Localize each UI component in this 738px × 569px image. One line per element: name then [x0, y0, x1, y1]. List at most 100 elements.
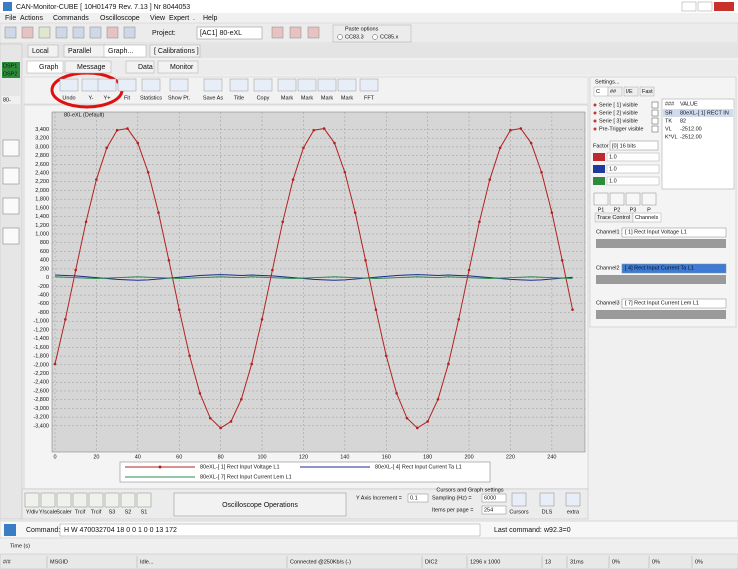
channel-select[interactable] — [621, 227, 727, 238]
subtab[interactable] — [26, 60, 64, 74]
series-line — [54, 274, 573, 281]
tool-icon[interactable] — [4, 26, 17, 39]
data-point — [540, 170, 543, 174]
subtab[interactable] — [125, 60, 155, 74]
tool-icon[interactable] — [106, 26, 119, 39]
side-button[interactable] — [2, 167, 20, 185]
side-button[interactable] — [2, 197, 20, 215]
bottom-button[interactable] — [72, 492, 88, 508]
toolbar-button[interactable] — [59, 78, 79, 92]
check-label: Serie [ 1] visible — [599, 102, 638, 108]
side-button[interactable] — [2, 227, 20, 245]
toolbar-button[interactable] — [81, 78, 101, 92]
tool-icon[interactable] — [89, 26, 102, 39]
bottom-button[interactable] — [104, 492, 120, 508]
bottom-button[interactable] — [88, 492, 104, 508]
p-button[interactable] — [625, 192, 641, 206]
y-tick-label: -3,000 — [33, 406, 49, 412]
table-key: TK — [665, 118, 672, 124]
tool-icon[interactable] — [123, 26, 136, 39]
color-chip[interactable] — [593, 177, 605, 185]
series-line — [54, 276, 573, 280]
subtab-label: Message — [77, 64, 106, 71]
settings-tab[interactable] — [607, 86, 623, 97]
y-tick-label: 1,600 — [35, 205, 49, 211]
factor-select[interactable] — [609, 140, 659, 151]
checkbox[interactable] — [651, 109, 659, 117]
tool-icon[interactable] — [289, 26, 302, 39]
factor-input[interactable] — [606, 164, 660, 174]
y-tick-label: 2,200 — [35, 179, 49, 185]
toolbar-button[interactable] — [229, 78, 249, 92]
toolbar-button[interactable] — [317, 78, 337, 92]
bottom-button[interactable] — [136, 492, 152, 508]
toolbar-button[interactable] — [117, 78, 137, 92]
toolbar-button[interactable] — [253, 78, 273, 92]
side-button[interactable] — [2, 139, 20, 157]
tab[interactable] — [103, 44, 147, 58]
bottom-icon[interactable] — [511, 492, 527, 507]
maximize[interactable] — [697, 1, 713, 12]
toolbar-button[interactable] — [97, 78, 117, 92]
radio[interactable] — [337, 34, 343, 40]
bottom-button[interactable] — [120, 492, 136, 508]
command-input[interactable] — [59, 523, 481, 537]
operations-button[interactable] — [173, 492, 347, 517]
factor-input[interactable] — [606, 152, 660, 162]
toolbar-button[interactable] — [277, 78, 297, 92]
bottom-icon[interactable] — [539, 492, 555, 507]
panel-tab[interactable] — [632, 212, 662, 223]
checkbox[interactable] — [651, 125, 659, 133]
data-point — [374, 308, 378, 311]
settings-tab[interactable] — [623, 86, 639, 97]
data-point — [467, 268, 471, 272]
bottom-button[interactable] — [56, 492, 72, 508]
toolbar-button[interactable] — [203, 78, 223, 92]
tab[interactable] — [27, 44, 59, 58]
project-select[interactable] — [196, 26, 263, 40]
channel-select[interactable] — [621, 263, 727, 274]
project-label: Project: — [152, 30, 176, 37]
p-button[interactable] — [609, 192, 625, 206]
toolbar-button[interactable] — [141, 78, 161, 92]
y-tick-label: 1,400 — [35, 214, 49, 220]
tool-icon[interactable] — [38, 26, 51, 39]
settings-tab[interactable] — [639, 86, 655, 97]
bottom-button-label: Y/div — [26, 509, 38, 515]
y-increment-input[interactable] — [407, 493, 429, 503]
tool-icon[interactable] — [55, 26, 68, 39]
close[interactable] — [714, 2, 734, 11]
bottom-button[interactable] — [40, 492, 56, 508]
bottom-icon-label: extra — [567, 509, 580, 515]
tool-icon[interactable] — [72, 26, 85, 39]
p-button[interactable] — [641, 192, 657, 206]
factor-input[interactable] — [606, 176, 660, 186]
toolbar-button[interactable] — [359, 78, 379, 92]
subtab[interactable] — [64, 60, 112, 74]
bottom-icon[interactable] — [565, 492, 581, 507]
subtab[interactable] — [157, 60, 199, 74]
radio[interactable] — [372, 34, 378, 40]
minimize[interactable] — [681, 1, 697, 12]
y-tick-label: -2,200 — [33, 371, 49, 377]
tool-icon[interactable] — [21, 26, 34, 39]
data-point — [519, 127, 523, 130]
bottom-icon-label: Cursors — [509, 509, 529, 515]
toolbar-button[interactable] — [297, 78, 317, 92]
app-icon — [3, 2, 12, 11]
toolbar-button[interactable] — [337, 78, 357, 92]
y-tick-label: 1,800 — [35, 197, 49, 203]
items-input[interactable] — [481, 505, 507, 515]
tab[interactable] — [149, 44, 201, 58]
tool-icon[interactable] — [307, 26, 320, 39]
checkbox[interactable] — [651, 117, 659, 125]
channel-select[interactable] — [621, 298, 727, 309]
color-chip[interactable] — [593, 153, 605, 161]
toolbar-button[interactable] — [169, 78, 189, 92]
sampling-input[interactable] — [481, 493, 507, 503]
color-chip[interactable] — [593, 165, 605, 173]
checkbox[interactable] — [651, 101, 659, 109]
p-button[interactable] — [593, 192, 609, 206]
bottom-button[interactable] — [24, 492, 40, 508]
tool-icon[interactable] — [271, 26, 284, 39]
